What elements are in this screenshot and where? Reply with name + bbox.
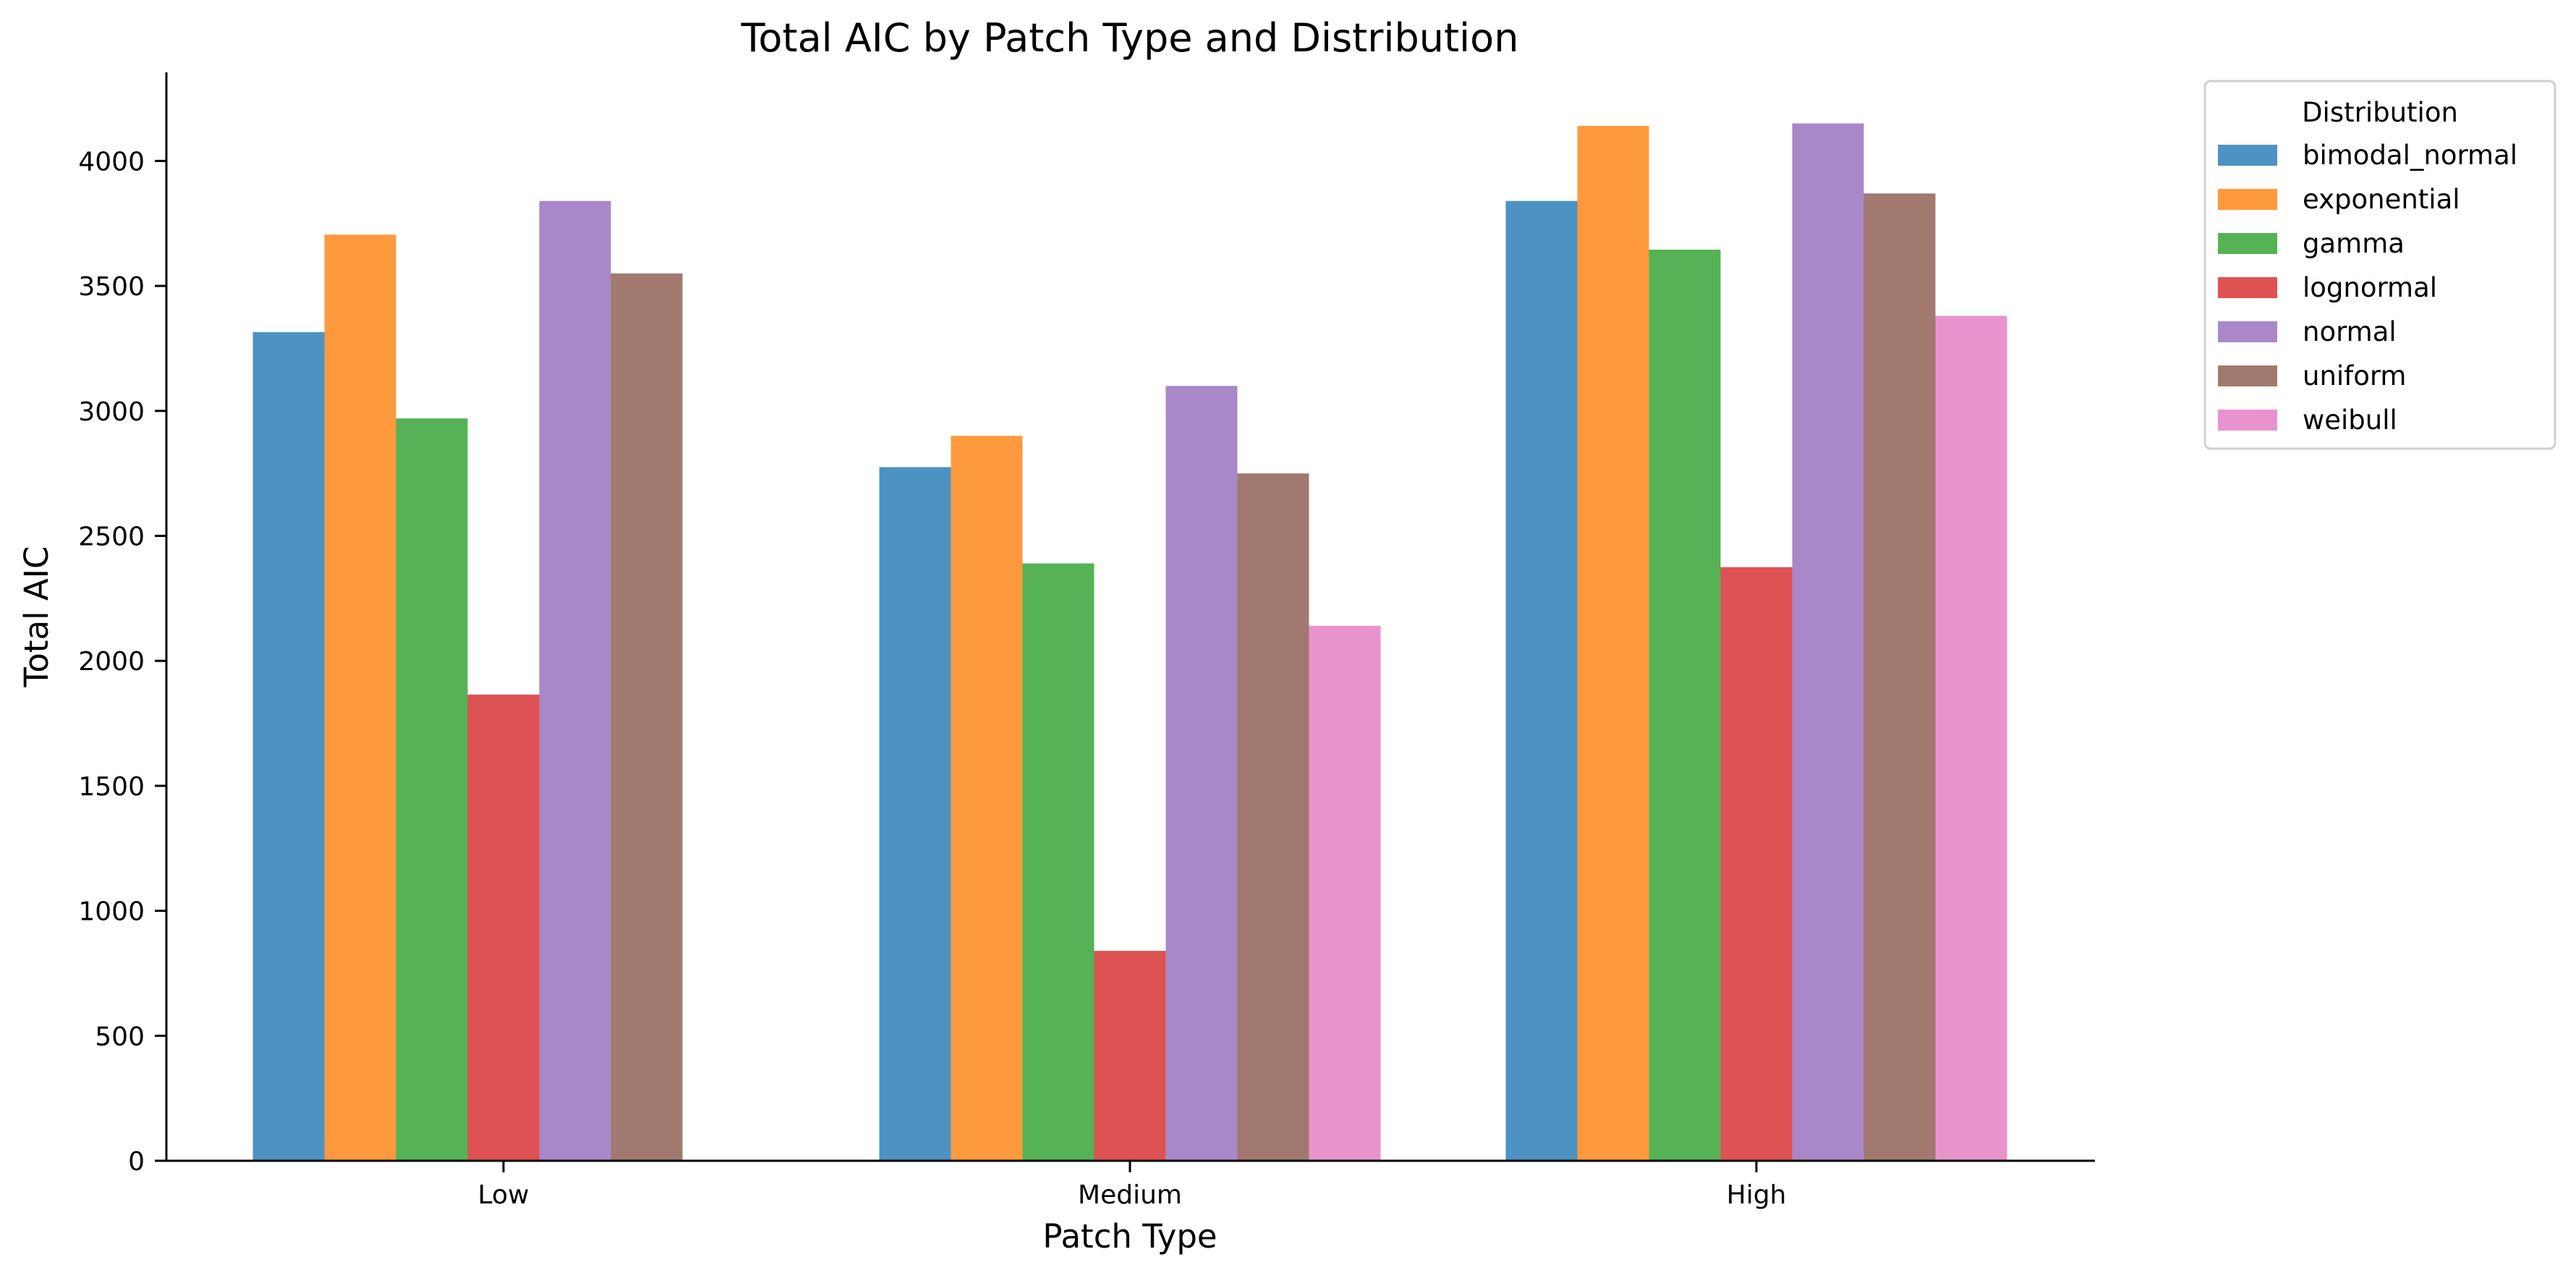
legend-swatch-normal — [2218, 321, 2277, 342]
legend-swatch-uniform — [2218, 365, 2277, 386]
legend-label-normal: normal — [2303, 316, 2397, 347]
bar-gamma-high — [1649, 250, 1721, 1161]
chart-title: Total AIC by Patch Type and Distribution — [741, 15, 1519, 61]
bar-weibull-medium — [1309, 625, 1381, 1161]
y-tick-label: 1000 — [78, 897, 145, 927]
y-tick-label: 1500 — [78, 772, 145, 802]
bar-normal-medium — [1165, 386, 1238, 1161]
bar-lognormal-medium — [1094, 950, 1166, 1161]
bar-uniform-low — [611, 273, 683, 1161]
bar-weibull-high — [1935, 316, 2007, 1161]
legend-swatch-exponential — [2218, 189, 2277, 210]
y-tick-label: 2000 — [78, 647, 145, 677]
legend-label-exponential: exponential — [2303, 184, 2460, 215]
y-tick-label: 3500 — [78, 272, 145, 302]
bar-lognormal-low — [467, 694, 540, 1161]
bar-normal-low — [539, 200, 611, 1161]
legend-label-gamma: gamma — [2303, 228, 2405, 259]
y-tick-label: 2500 — [78, 522, 145, 552]
y-tick-label: 0 — [128, 1147, 145, 1177]
bar-exponential-medium — [951, 436, 1023, 1161]
bar-bimodal_normal-high — [1505, 200, 1578, 1161]
legend-label-lognormal: lognormal — [2303, 272, 2437, 303]
x-tick-label-low: Low — [478, 1180, 530, 1210]
bar-normal-high — [1792, 123, 1864, 1161]
bar-lognormal-high — [1720, 567, 1793, 1161]
legend-label-weibull: weibull — [2303, 405, 2397, 436]
bar-exponential-low — [324, 234, 396, 1161]
legend-swatch-weibull — [2218, 410, 2277, 431]
bar-gamma-medium — [1022, 563, 1094, 1161]
legend-items: bimodal_normal exponential gamma lognormal n… — [2218, 140, 2517, 436]
bar-uniform-high — [1863, 193, 1936, 1161]
legend-swatch-gamma — [2218, 233, 2277, 254]
legend-label-bimodal_normal: bimodal_normal — [2303, 140, 2517, 171]
bar-bimodal_normal-low — [252, 332, 325, 1161]
bar-bimodal_normal-medium — [879, 467, 951, 1161]
legend-swatch-lognormal — [2218, 277, 2277, 298]
y-axis-label: Total AIC — [17, 546, 56, 688]
legend-label-uniform: uniform — [2303, 360, 2406, 392]
bar-gamma-low — [396, 418, 468, 1161]
bars-group — [252, 123, 2007, 1161]
x-axis: Low Medium High — [478, 1161, 1787, 1210]
x-axis-label: Patch Type — [1042, 1217, 1217, 1256]
y-tick-label: 500 — [95, 1022, 145, 1051]
bar-uniform-medium — [1237, 473, 1309, 1161]
y-tick-label: 3000 — [78, 397, 145, 427]
legend-title: Distribution — [2302, 97, 2458, 128]
legend-frame — [2203, 80, 2556, 450]
y-axis: 0 500 1000 1500 2000 2500 3000 3500 4000 — [78, 147, 166, 1177]
legend-swatch-bimodal_normal — [2218, 145, 2277, 166]
x-tick-label-medium: Medium — [1078, 1180, 1182, 1210]
bar-exponential-high — [1577, 126, 1649, 1161]
x-tick-label-high: High — [1727, 1180, 1787, 1210]
y-tick-label: 4000 — [78, 147, 145, 177]
legend: Distribution bimodal_normal exponential ga… — [2203, 80, 2556, 450]
